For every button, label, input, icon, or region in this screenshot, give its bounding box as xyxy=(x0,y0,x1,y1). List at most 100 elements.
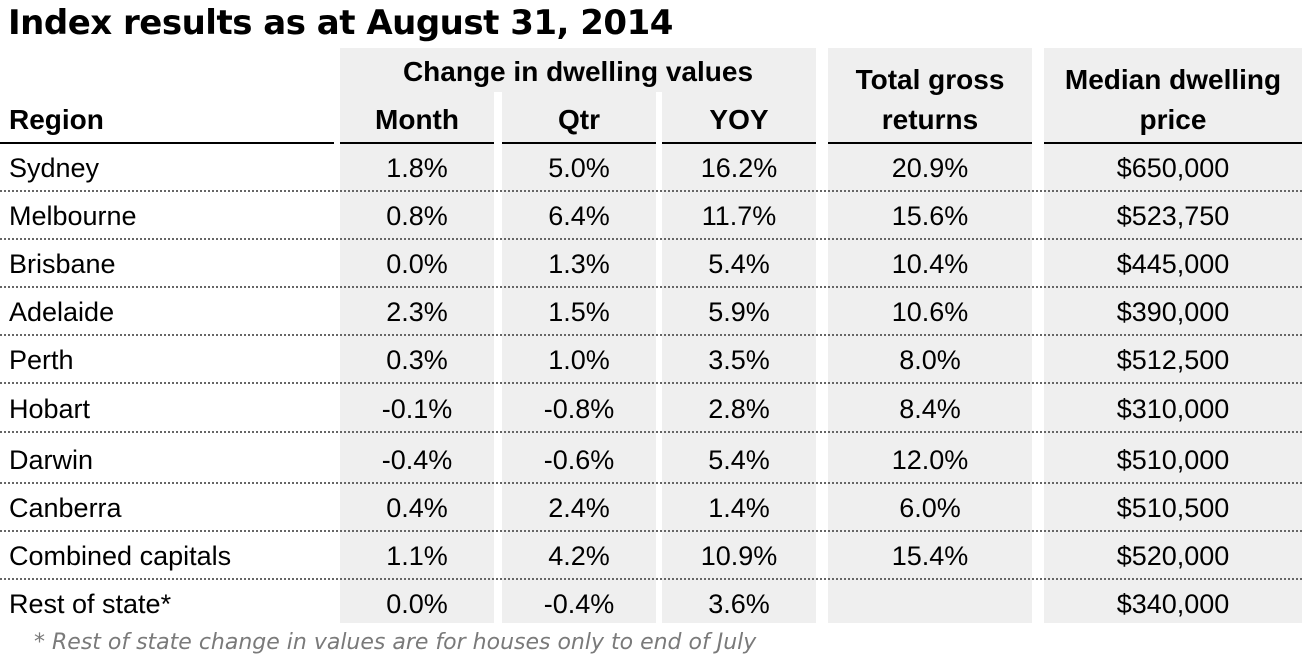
returns-cell: 8.4% xyxy=(899,394,961,424)
table-row: Adelaide 2.3% 1.5% 5.9% 10.6% $390,000 xyxy=(0,288,1302,336)
yoy-header: YOY xyxy=(709,104,769,135)
row-divider xyxy=(0,482,1302,484)
returns-header-line2: returns xyxy=(881,104,979,135)
table-row: Melbourne 0.8% 6.4% 11.7% 15.6% $523,750 xyxy=(0,192,1302,240)
yoy-cell: 10.9% xyxy=(700,541,778,571)
qtr-cell: 4.2% xyxy=(548,541,610,571)
qtr-cell: 5.0% xyxy=(548,153,610,183)
price-header-line1: Median dwelling xyxy=(1064,64,1282,95)
header-rule-returns xyxy=(828,142,1032,144)
month-cell: 0.3% xyxy=(386,345,448,375)
band-qtr xyxy=(502,92,656,623)
region-cell: Adelaide xyxy=(9,297,115,327)
header-rule-month xyxy=(340,142,494,144)
yoy-cell: 11.7% xyxy=(701,201,777,231)
region-cell: Hobart xyxy=(9,394,91,424)
month-cell: 1.1% xyxy=(386,541,448,571)
price-cell: $650,000 xyxy=(1116,153,1230,183)
returns-cell: 6.0% xyxy=(899,493,961,523)
region-cell: Sydney xyxy=(9,153,100,183)
price-cell: $510,500 xyxy=(1116,493,1230,523)
yoy-cell: 5.9% xyxy=(708,297,770,327)
yoy-cell: 3.6% xyxy=(708,589,770,619)
region-cell: Combined capitals xyxy=(9,541,232,571)
row-divider xyxy=(0,382,1302,384)
month-cell: -0.1% xyxy=(381,394,453,424)
month-cell: 0.0% xyxy=(386,249,448,279)
region-cell: Perth xyxy=(9,345,74,375)
returns-cell: 15.6% xyxy=(891,201,969,231)
yoy-cell: 5.4% xyxy=(708,249,770,279)
month-cell: 0.0% xyxy=(386,589,448,619)
month-cell: 0.8% xyxy=(386,201,448,231)
table-row: Combined capitals 1.1% 4.2% 10.9% 15.4% … xyxy=(0,532,1302,580)
yoy-cell: 16.2% xyxy=(700,153,778,183)
region-cell: Melbourne xyxy=(9,201,137,231)
qtr-cell: -0.4% xyxy=(543,589,615,619)
qtr-cell: -0.6% xyxy=(543,445,615,475)
table-row: Darwin -0.4% -0.6% 5.4% 12.0% $510,000 xyxy=(0,436,1302,484)
region-cell: Rest of state* xyxy=(9,589,172,619)
price-cell: $340,000 xyxy=(1116,589,1230,619)
table-row: Hobart -0.1% -0.8% 2.8% 8.4% $310,000 xyxy=(0,385,1302,433)
returns-cell: 20.9% xyxy=(891,153,969,183)
price-cell: $520,000 xyxy=(1116,541,1230,571)
qtr-cell: 1.5% xyxy=(548,297,610,327)
row-divider xyxy=(0,190,1302,192)
region-cell: Darwin xyxy=(9,445,94,475)
table-row: Perth 0.3% 1.0% 3.5% 8.0% $512,500 xyxy=(0,336,1302,384)
price-cell: $310,000 xyxy=(1116,394,1230,424)
table-row: Brisbane 0.0% 1.3% 5.4% 10.4% $445,000 xyxy=(0,240,1302,288)
region-header: Region xyxy=(9,104,104,135)
table-row: Canberra 0.4% 2.4% 1.4% 6.0% $510,500 xyxy=(0,484,1302,532)
group-header: Change in dwelling values xyxy=(402,56,754,87)
price-cell: $523,750 xyxy=(1116,201,1230,231)
price-cell: $510,000 xyxy=(1116,445,1230,475)
returns-cell: 10.6% xyxy=(891,297,969,327)
price-header-line2: price xyxy=(1139,104,1207,135)
yoy-cell: 1.4% xyxy=(708,493,770,523)
yoy-cell: 5.4% xyxy=(708,445,770,475)
month-cell: 0.4% xyxy=(386,493,448,523)
band-month xyxy=(340,92,494,623)
month-cell: 2.3% xyxy=(386,297,448,327)
qtr-header: Qtr xyxy=(558,104,600,135)
row-divider xyxy=(0,238,1302,240)
returns-cell: 15.4% xyxy=(891,541,969,571)
price-cell: $512,500 xyxy=(1116,345,1230,375)
row-divider xyxy=(0,578,1302,580)
row-divider xyxy=(0,286,1302,288)
returns-cell: 10.4% xyxy=(891,249,969,279)
header-rule-price xyxy=(1044,142,1302,144)
row-divider xyxy=(0,530,1302,532)
month-cell: 1.8% xyxy=(386,153,448,183)
returns-cell: 12.0% xyxy=(891,445,969,475)
price-cell: $390,000 xyxy=(1116,297,1230,327)
table-row: Rest of state* 0.0% -0.4% 3.6% $340,000 xyxy=(0,580,1302,628)
row-divider xyxy=(0,334,1302,336)
table-row: Sydney 1.8% 5.0% 16.2% 20.9% $650,000 xyxy=(0,144,1302,192)
returns-cell xyxy=(828,580,1032,628)
qtr-cell: -0.8% xyxy=(543,394,615,424)
qtr-cell: 1.0% xyxy=(548,345,610,375)
header-rule-yoy xyxy=(662,142,816,144)
page-title: Index results as at August 31, 2014 xyxy=(8,3,673,43)
region-cell: Brisbane xyxy=(9,249,116,279)
price-cell: $445,000 xyxy=(1116,249,1230,279)
returns-header-line1: Total gross xyxy=(855,64,1005,95)
band-group-header xyxy=(340,48,816,92)
qtr-cell: 1.3% xyxy=(548,249,610,279)
row-divider xyxy=(0,431,1302,433)
month-header: Month xyxy=(375,104,459,135)
yoy-cell: 3.5% xyxy=(708,345,770,375)
band-yoy xyxy=(662,92,816,623)
returns-cell: 8.0% xyxy=(899,345,961,375)
qtr-cell: 6.4% xyxy=(548,201,610,231)
region-cell: Canberra xyxy=(9,493,122,523)
header-rule-region xyxy=(0,142,334,144)
footnote: * Rest of state change in values are for… xyxy=(34,630,757,655)
header-rule-qtr xyxy=(502,142,656,144)
qtr-cell: 2.4% xyxy=(548,493,610,523)
month-cell: -0.4% xyxy=(381,445,453,475)
yoy-cell: 2.8% xyxy=(708,394,770,424)
